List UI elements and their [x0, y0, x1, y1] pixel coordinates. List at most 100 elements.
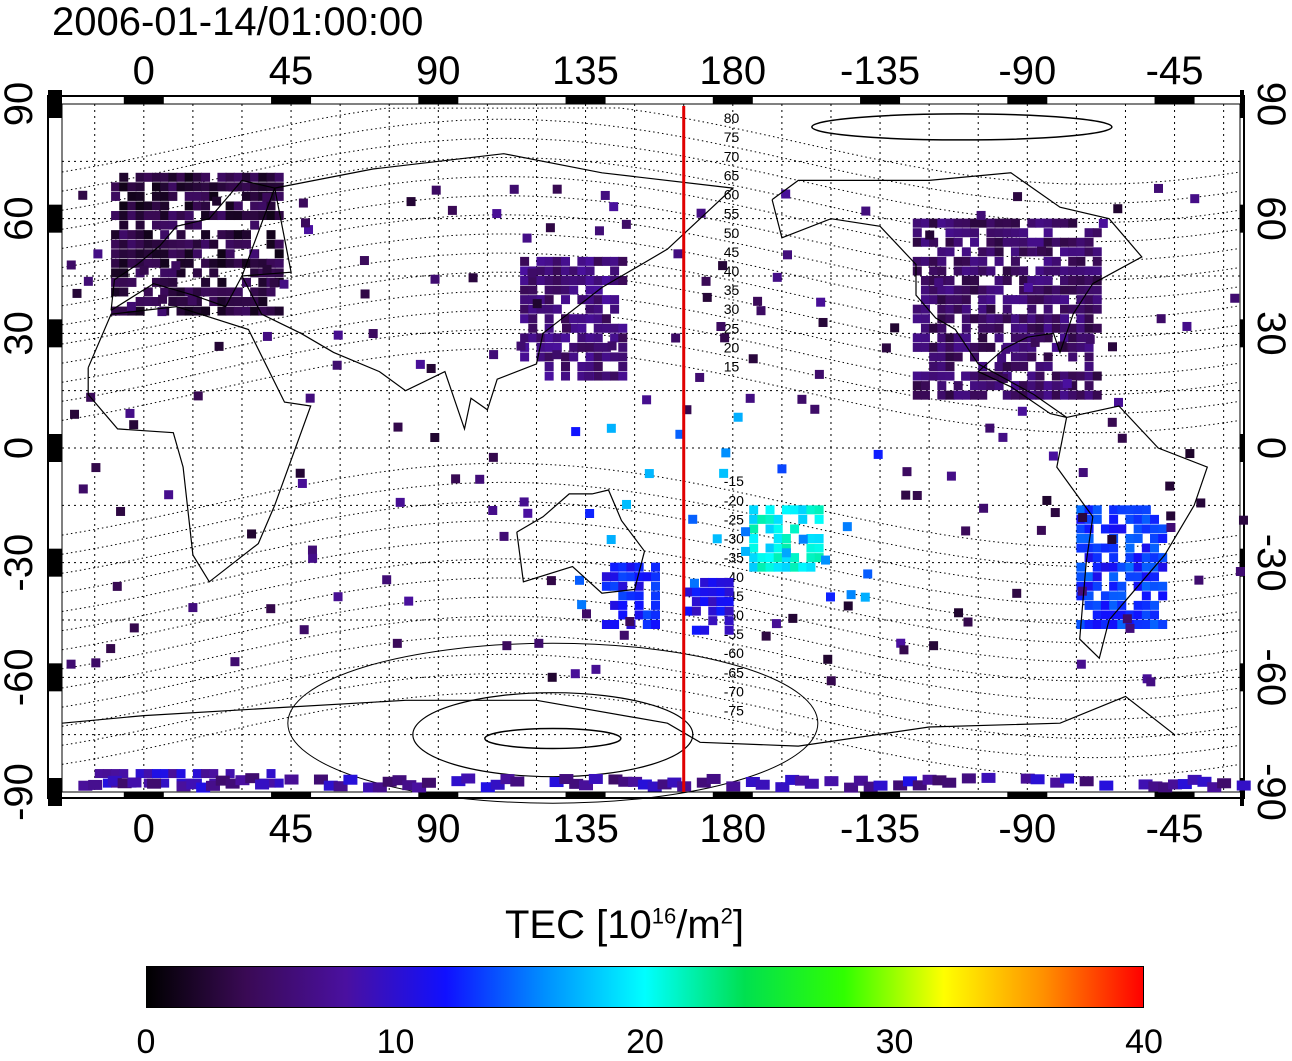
frame-tick-left — [48, 434, 62, 462]
colorbar-tick-label: 20 — [626, 1023, 664, 1061]
colorbar-tick-label: 0 — [136, 1023, 156, 1061]
maglat-label: 50 — [724, 225, 740, 241]
lat-label-left: -60 — [0, 648, 41, 706]
tec-scattered-points — [66, 182, 1248, 687]
frame-tick-right — [1240, 778, 1244, 806]
maglat-contour — [61, 481, 1239, 567]
frame-tick-right — [1240, 90, 1244, 118]
maglat-contour — [61, 214, 1239, 300]
coastline — [771, 172, 1143, 418]
maglat-label: 40 — [724, 263, 740, 279]
tec-antarctic-band — [78, 772, 1251, 793]
lat-label-left: -30 — [0, 534, 41, 592]
frame-tick-left — [48, 663, 62, 692]
map-timestamp: 2006-01-14/01:00:00 — [52, 0, 424, 44]
tec-region-australia — [601, 562, 660, 629]
frame-tick-left — [48, 778, 62, 806]
lat-label-left: 30 — [0, 311, 41, 356]
maglat-contour — [61, 558, 1239, 644]
frame-tick-bottom — [860, 792, 901, 798]
maglat-label: 45 — [724, 244, 740, 260]
maglat-contour — [61, 673, 1239, 759]
frame-tick-bottom — [1154, 792, 1195, 798]
maglat-contour — [61, 271, 1239, 357]
frame-tick-left — [48, 90, 62, 118]
north-pole-contour — [811, 113, 1113, 141]
maglat-contour — [61, 348, 1239, 434]
lon-label-bottom: 180 — [699, 807, 766, 851]
lat-label-right: 0 — [1249, 437, 1292, 459]
lon-label-top: 0 — [133, 49, 155, 93]
maglat-contour — [61, 137, 1239, 223]
maglat-label: -60 — [724, 645, 744, 661]
maglat-label: -30 — [724, 531, 744, 547]
maglat-contour — [61, 653, 1239, 739]
tec-region-east-asia — [520, 256, 628, 381]
maglat-contour — [61, 157, 1239, 243]
frame-tick-top — [1007, 96, 1048, 104]
maglat-label: 70 — [724, 148, 740, 164]
lon-label-bottom: -135 — [840, 807, 920, 851]
maglat-label: -70 — [724, 683, 744, 699]
lon-label-bottom: -90 — [998, 807, 1056, 851]
lat-label-right: 60 — [1249, 196, 1292, 241]
frame-tick-right — [1240, 663, 1244, 692]
maglat-label: 15 — [724, 359, 740, 375]
lon-label-bottom: 0 — [133, 807, 155, 851]
maglat-label: -25 — [724, 511, 744, 527]
frame-tick-left — [48, 319, 62, 348]
lon-label-top: 135 — [552, 49, 619, 93]
maglat-label: -35 — [724, 550, 744, 566]
colorbar-tick-label: 10 — [376, 1023, 415, 1061]
frame-tick-bottom — [123, 792, 164, 798]
maglat-contour — [61, 195, 1239, 281]
maglat-label: 80 — [724, 110, 740, 126]
south-pole-contour-outer — [287, 642, 819, 804]
frame-tick-right — [1240, 204, 1244, 233]
maglat-label: 55 — [724, 206, 740, 222]
lon-label-top: 45 — [269, 49, 314, 93]
frame-tick-top — [271, 96, 312, 104]
maglat-label: 25 — [724, 320, 740, 336]
frame-tick-bottom — [565, 792, 606, 798]
maglat-contour — [61, 501, 1239, 587]
maglat-contour — [61, 520, 1239, 606]
tec-region-new-zealand — [683, 577, 734, 635]
maglat-contour — [61, 634, 1239, 720]
maglat-contour — [61, 118, 1239, 204]
lat-label-right: -60 — [1249, 648, 1292, 706]
lat-label-left: 0 — [0, 437, 41, 459]
frame-tick-top — [712, 96, 753, 104]
lat-label-right: -90 — [1249, 763, 1292, 821]
lon-label-top: 90 — [416, 49, 461, 93]
frame-tick-right — [1240, 319, 1244, 348]
lat-label-right: -30 — [1249, 534, 1292, 592]
lon-label-top: -90 — [998, 49, 1056, 93]
lon-label-bottom: -45 — [1146, 807, 1204, 851]
colorbar-tick-label: 30 — [875, 1023, 914, 1061]
frame-tick-right — [1240, 434, 1244, 462]
south-pole-contour-inner — [484, 727, 622, 750]
frame-tick-bottom — [1007, 792, 1048, 798]
frame-tick-left — [48, 204, 62, 233]
tec-region-south-america — [1076, 505, 1168, 629]
maglat-label: -75 — [724, 703, 744, 719]
lat-label-left: 60 — [0, 196, 41, 241]
maglat-contour — [61, 233, 1239, 319]
coastline — [241, 153, 735, 432]
maglat-contour — [61, 539, 1239, 625]
coastline — [110, 179, 292, 311]
axis-labels: 0 0 45 45 90 90 135 135 180 180 -135 -135 -90 -90 -45 -… — [0, 49, 1292, 851]
lat-label-right: 30 — [1249, 311, 1292, 356]
frame-tick-top — [1154, 96, 1195, 104]
maglat-contour — [61, 176, 1239, 262]
maglat-label: 20 — [724, 339, 740, 355]
maglat-contour — [61, 309, 1239, 395]
lon-label-top: -135 — [840, 49, 920, 93]
lon-label-top: 180 — [699, 49, 766, 93]
lon-label-bottom: 45 — [269, 807, 314, 851]
colorbar — [146, 966, 1144, 1008]
tec-map: 80 75 70 65 60 55 50 45 40 35 30 25 20 15 -15 -20 -25 -30… — [0, 49, 1292, 851]
lat-label-left: 90 — [0, 82, 41, 127]
coastline — [87, 305, 312, 583]
